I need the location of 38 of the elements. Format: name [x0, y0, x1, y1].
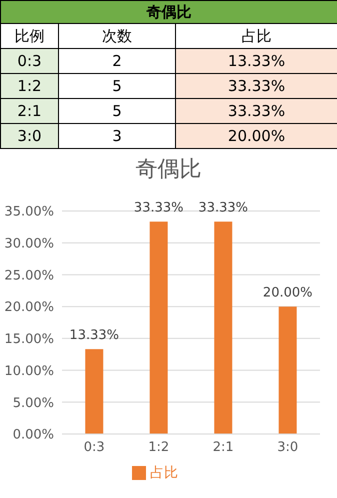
- text: 奇偶比: [0, 0, 337, 24]
- data-label: 3: [58, 124, 176, 148]
- bar: [278, 306, 297, 434]
- y-tick-label: 0.00%: [12, 428, 54, 443]
- x-tick-label: 2:1: [212, 440, 234, 456]
- category-label: 1:2: [0, 74, 58, 98]
- bar: [85, 349, 104, 434]
- y-tick-label: 10.00%: [4, 364, 54, 379]
- data-label: 5: [58, 98, 176, 124]
- data-label: 33.33%: [198, 200, 248, 216]
- x-tick-label: 1:2: [148, 440, 170, 456]
- x-tick-label: 0:3: [84, 440, 105, 456]
- y-tick-label: 25.00%: [4, 268, 54, 284]
- data-label: 33.33%: [176, 98, 337, 124]
- bar: [214, 222, 232, 434]
- x-tick-label: 3:0: [277, 440, 298, 456]
- data-label: 33.33%: [176, 74, 337, 98]
- y-tick-label: 5.00%: [12, 396, 54, 411]
- data-label: 13.33%: [69, 328, 120, 344]
- data-label: 2: [58, 48, 176, 74]
- category-label: 2:1: [0, 98, 58, 124]
- text: 比例: [0, 24, 58, 48]
- data-label: 33.33%: [134, 200, 184, 216]
- series-label: 占比: [176, 24, 337, 48]
- y-tick-label: 20.00%: [4, 300, 54, 316]
- chart-title: 奇偶比: [134, 156, 202, 184]
- y-tick-label: 15.00%: [4, 332, 54, 348]
- series-label: 次数: [58, 24, 176, 48]
- category-label: 0:3: [0, 48, 58, 74]
- data-label: 20.00%: [262, 286, 313, 301]
- category-label: 3:0: [0, 124, 58, 148]
- bar: [150, 222, 168, 434]
- data-label: 5: [58, 74, 176, 98]
- data-label: 13.33%: [176, 48, 337, 74]
- legend-label: 占比: [150, 465, 178, 481]
- y-tick-label: 30.00%: [4, 236, 54, 252]
- data-label: 20.00%: [176, 124, 337, 148]
- y-tick-label: 35.00%: [4, 204, 54, 220]
